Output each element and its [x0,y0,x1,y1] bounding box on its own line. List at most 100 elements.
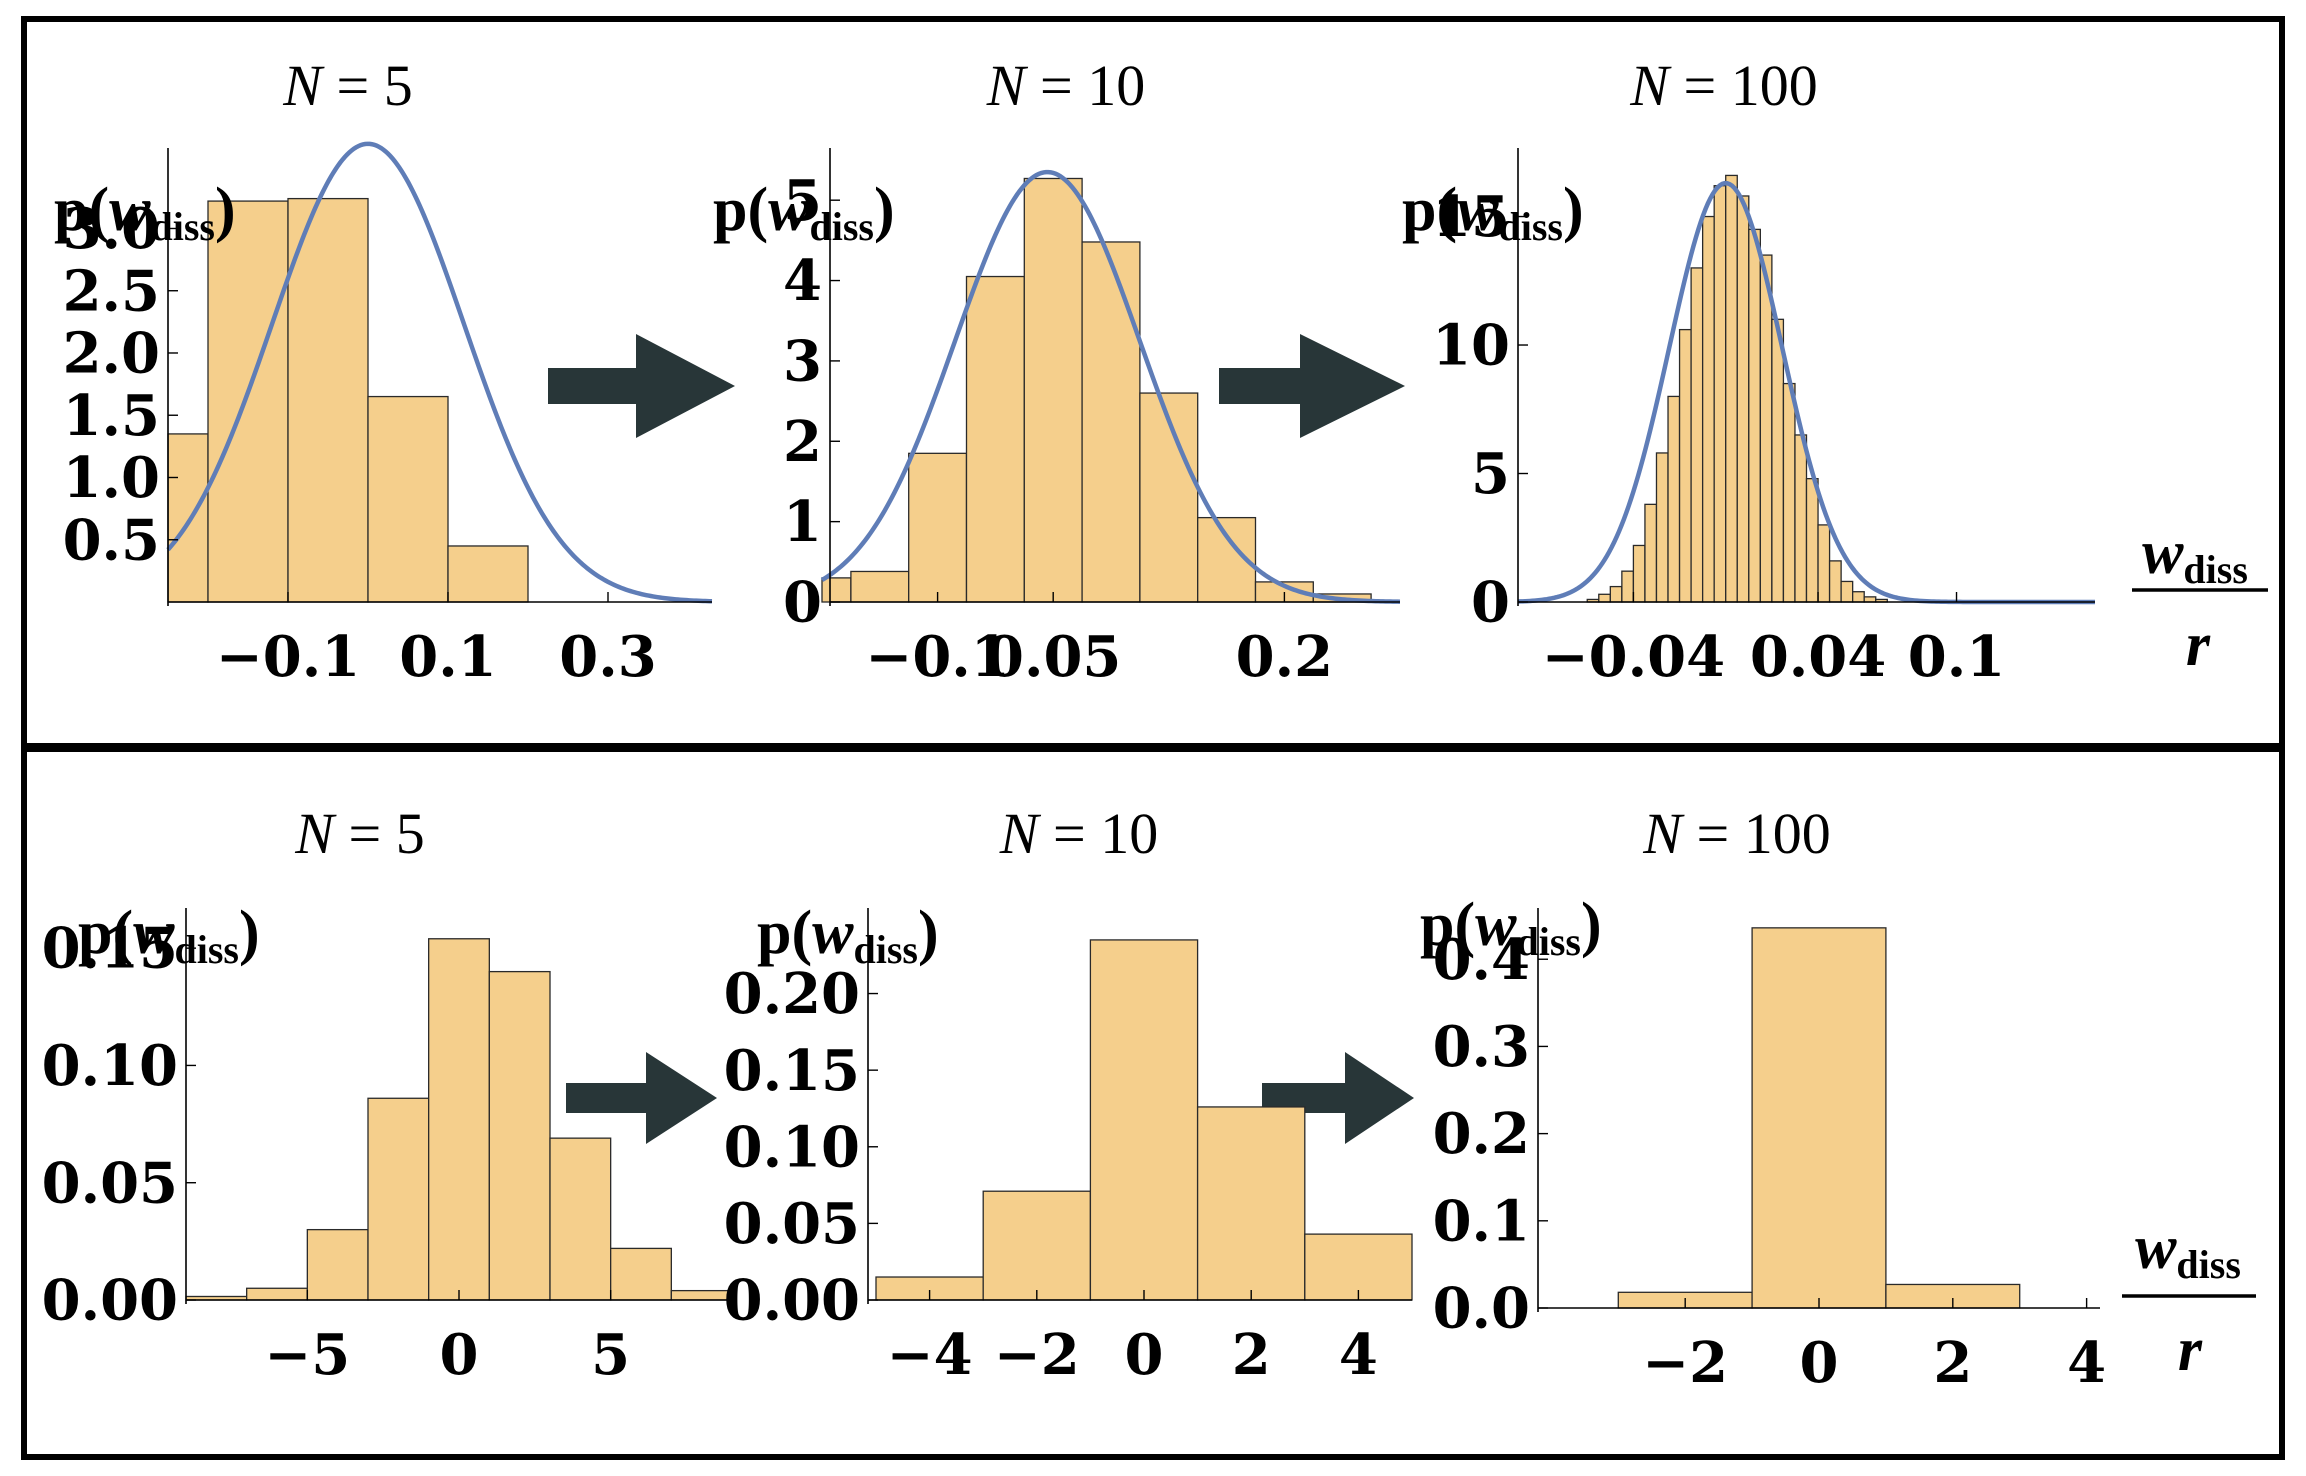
x-tick-label: 0.1 [399,624,496,690]
y-tick-label: 2.0 [63,321,160,387]
y-axis-label: p(wdiss) [78,899,260,972]
y-axis-label: p(wdiss) [1402,176,1584,249]
y-axis-label: p(wdiss) [1420,891,1602,964]
x-tick-label: −2 [1642,1330,1728,1396]
histogram-bar [167,433,209,603]
gaussian-curve [166,141,713,604]
histogram-bar [1759,254,1773,603]
histogram-bar [610,1247,672,1301]
arrow-icon [1219,334,1405,438]
arrow-icon [1262,1052,1414,1144]
histogram-bar [1667,395,1681,603]
histogram-bar [447,545,529,603]
y-tick-label: 0 [1471,570,1510,636]
histogram-bar [549,1137,612,1301]
histogram-bar [1196,1106,1306,1301]
chart-top-n5: 0.51.01.52.02.53.0 −0.1 0.1 0.3 [63,141,713,690]
y-tick-label: 0.10 [724,1114,860,1180]
svg-text:wdiss: wdiss [2142,519,2248,592]
histogram-bar [1713,185,1727,603]
chart-title: N = 5 [282,53,412,118]
chart-bottom-n5: 0.00 0.05 0.10 0.15 −5 0 5 [42,908,733,1388]
x-tick-label: −4 [887,1322,973,1388]
y-tick-label: 0.10 [42,1033,178,1099]
chart-bottom-n10: 0.00 0.05 0.10 0.15 0.20 −4 −2 0 2 4 [724,908,1413,1388]
histogram-bar [1023,177,1083,603]
x-tick-label: 2 [1933,1330,1972,1396]
chart-top-n100: 0 5 10 15 −0.04 0.04 0.1 [1432,148,2095,690]
x-tick-label: 4 [1339,1322,1378,1388]
y-tick-label: 0.20 [724,961,860,1027]
x-tick-label: 0 [440,1322,479,1388]
y-tick-label: 0.00 [42,1268,178,1334]
histogram-bar [1621,570,1635,603]
chart-top-n10: 0 1 2 3 4 5 −0.10.05 0.2 [783,148,1401,690]
y-tick-label: 15 [1432,184,1510,250]
x-tick-label: 0.3 [559,624,656,690]
bottom-panel-frame [21,746,2285,1460]
x-tick-label: 0 [1125,1322,1164,1388]
histogram-bar [1598,593,1611,603]
histogram-bar [207,200,289,603]
x-tick-label: 5 [591,1322,630,1388]
histogram-bar [850,570,910,603]
arrow-icon [548,334,735,438]
arrow-icon [566,1052,717,1144]
y-tick-label: 0 [783,570,822,636]
y-tick-label: 0.05 [724,1191,860,1257]
histogram-bar [1828,560,1842,603]
x-tick-label: −0.1 [216,624,360,690]
y-axis-label: p(wdiss) [757,899,939,972]
histogram-bar [246,1287,308,1301]
chart-bottom-n100: 0.0 0.1 0.2 0.3 0.4 −2 0 2 4 [1433,908,2106,1396]
histogram-bar [1197,516,1257,603]
y-tick-label: 4 [783,248,822,314]
x-axis-label: wdiss r [2132,519,2268,679]
y-tick-label: 3 [783,329,822,395]
histogram-bar [1139,392,1199,603]
chart-title: N = 10 [986,53,1145,118]
histogram-bar [1805,478,1819,603]
x-tick-label: 4 [2067,1330,2106,1396]
gaussian-curve [820,169,1401,604]
histogram-bar [1609,585,1623,603]
histogram-bar [1644,503,1658,603]
y-tick-label: 3.0 [63,196,160,262]
y-tick-label: 2 [783,409,822,475]
y-tick-label: 0.15 [42,916,178,982]
histogram-bar [1304,1233,1413,1301]
x-tick-label: −2 [994,1322,1080,1388]
histogram-bar [1771,318,1785,603]
histogram-bar [965,275,1025,603]
y-tick-label: 0.2 [1433,1101,1530,1167]
x-tick-label: 0 [1800,1330,1839,1396]
y-tick-label: 0.15 [724,1038,860,1104]
y-tick-label: 1.5 [63,383,160,449]
y-tick-label: 0.1 [1433,1188,1530,1254]
x-axis-label: wdiss r [2122,1214,2256,1384]
histogram-bar [1817,524,1831,603]
histogram-bar [1089,939,1199,1301]
y-tick-label: 0.00 [724,1268,860,1334]
histogram-bar [1081,241,1141,603]
histogram-bar [1782,382,1796,603]
histogram-bar [367,1097,430,1301]
histogram-bar [1840,580,1854,603]
y-tick-label: 5 [783,168,822,234]
x-tick-label: 0.1 [1908,624,2005,690]
x-tick-label: 2 [1232,1322,1271,1388]
chart-title: N = 100 [1642,801,1830,866]
svg-text:r: r [2186,611,2211,679]
svg-text:wdiss: wdiss [2135,1214,2241,1287]
x-tick-label: 0.05 [985,624,1121,690]
chart-title: N = 5 [294,801,424,866]
histogram-bar [1794,434,1808,603]
histogram-bar [1852,591,1865,603]
histogram-bar [367,395,449,603]
histogram-bar [1725,174,1738,603]
y-tick-label: 0.0 [1433,1276,1530,1342]
histogram-bar [821,577,852,603]
histogram-bar [982,1190,1092,1301]
x-tick-label: −0.04 [1542,624,1725,690]
